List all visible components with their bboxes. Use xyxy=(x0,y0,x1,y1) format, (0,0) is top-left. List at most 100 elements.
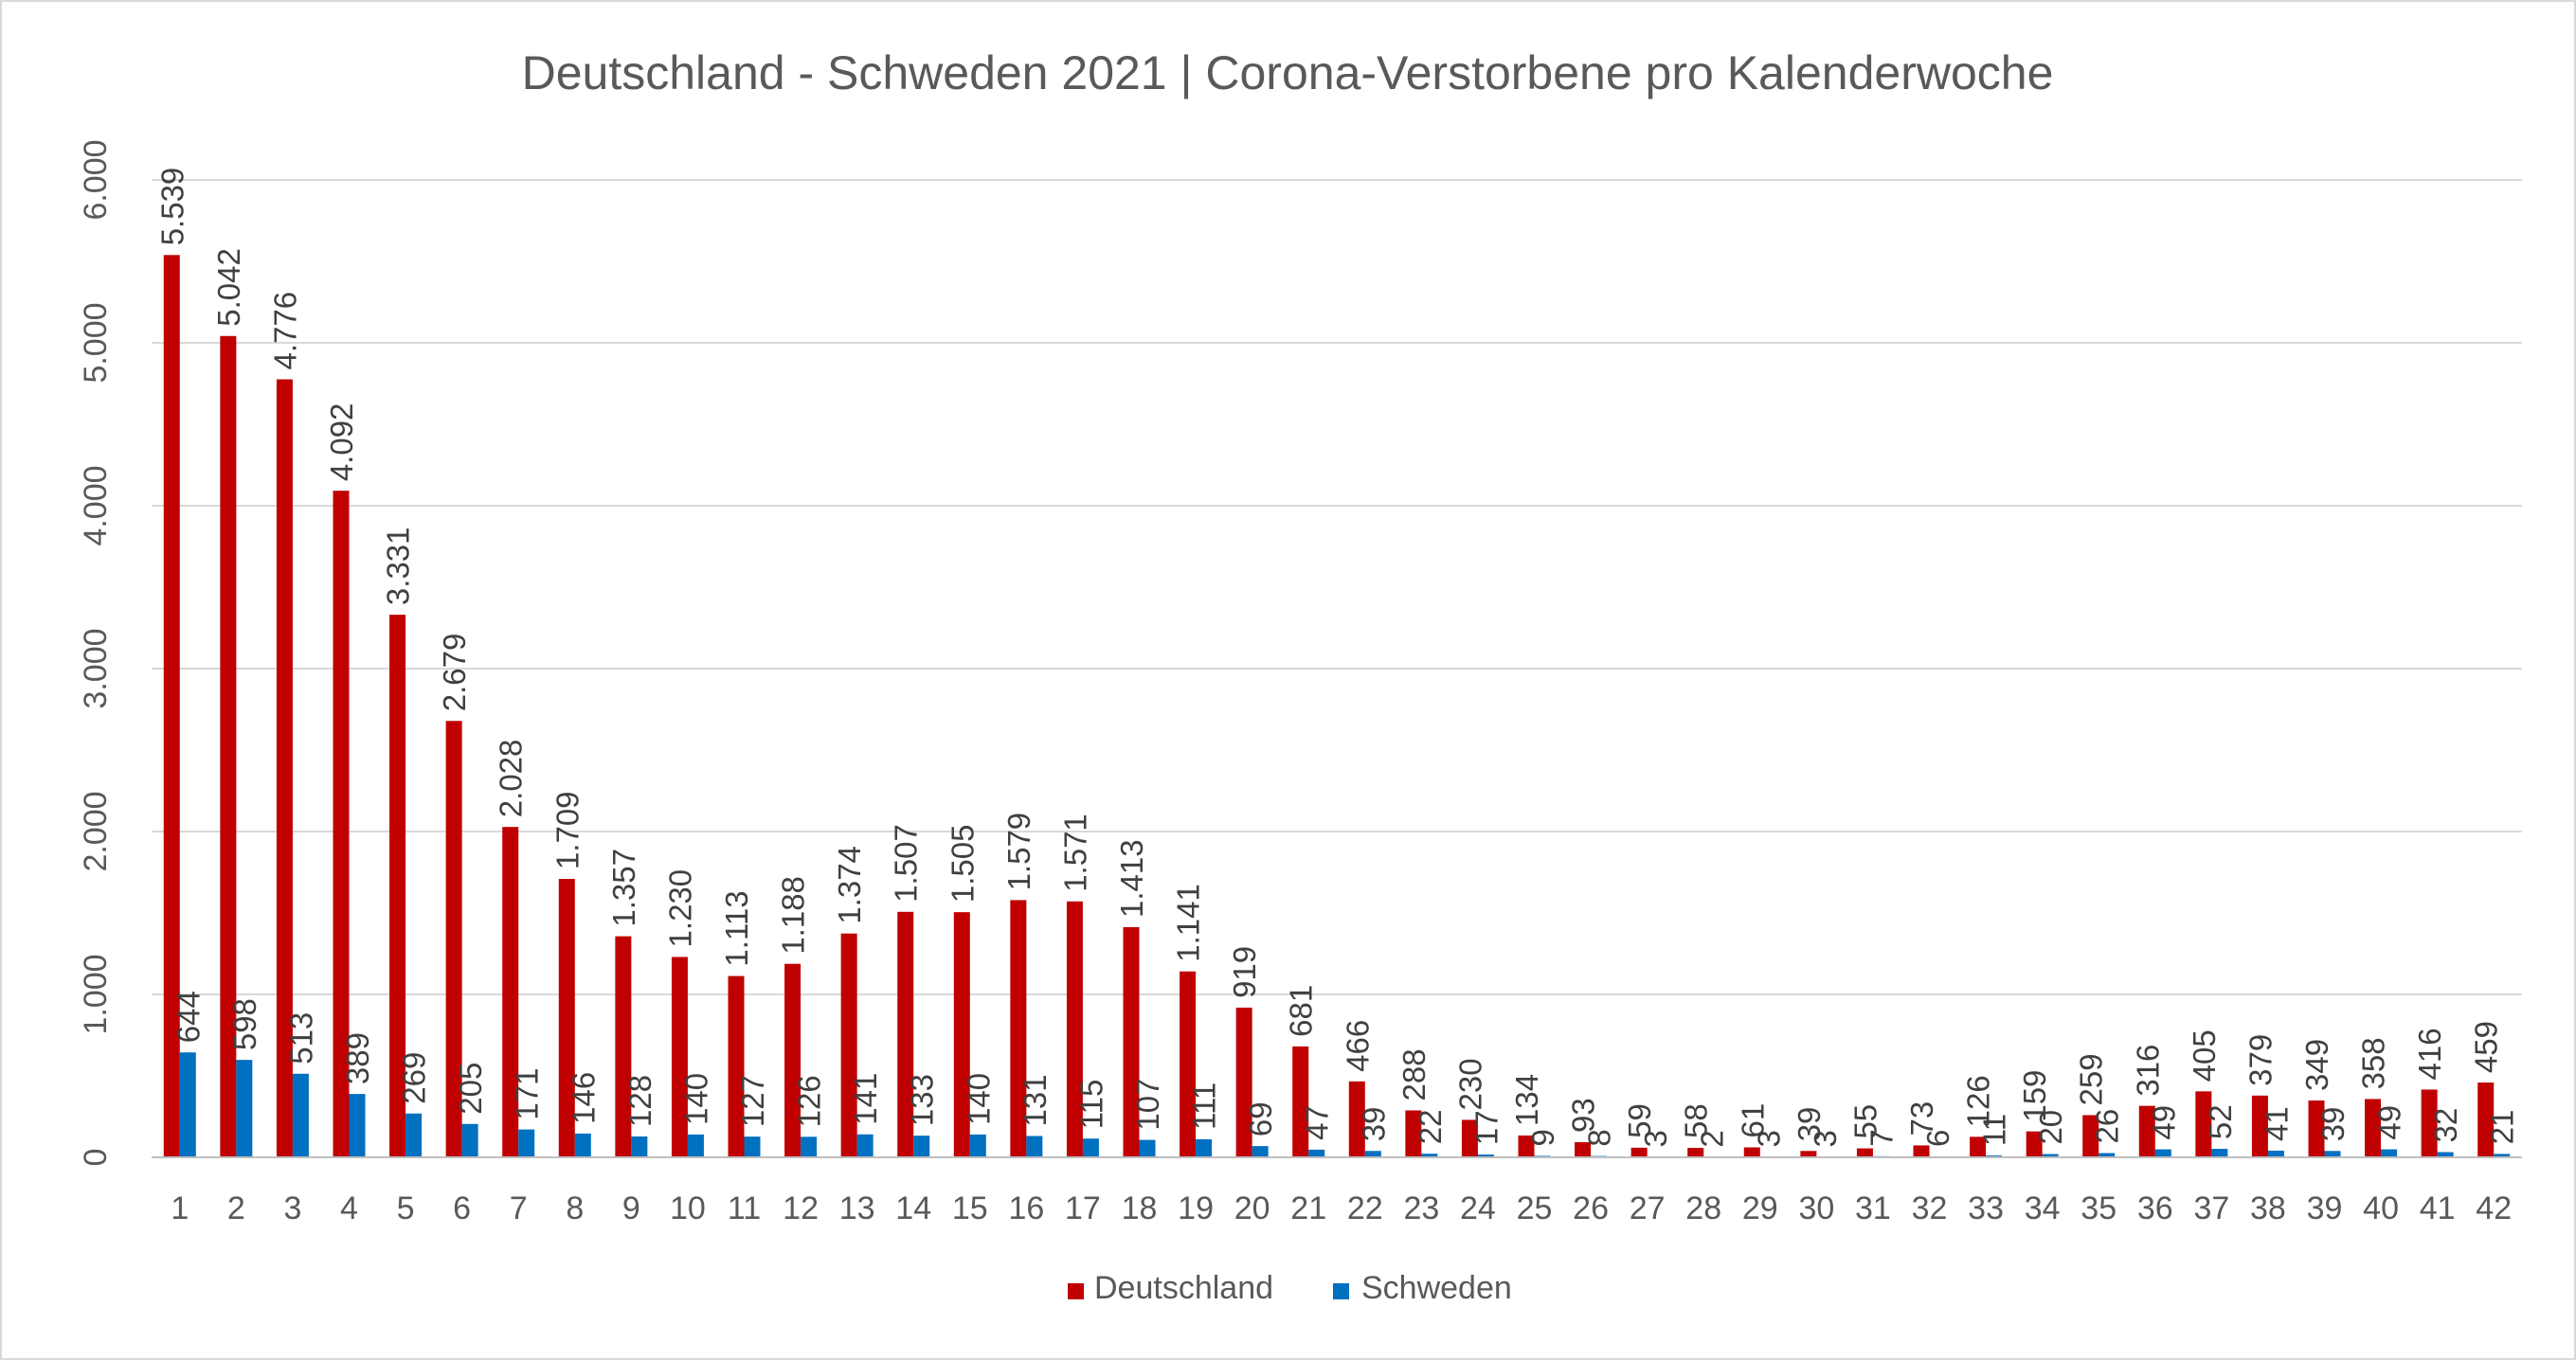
bar-schweden xyxy=(574,1133,591,1157)
bar-deutschland xyxy=(728,975,745,1157)
bar-deutschland xyxy=(558,879,575,1157)
bar-deutschland xyxy=(502,827,519,1157)
x-tick-label: 28 xyxy=(1685,1190,1721,1226)
bar-deutschland xyxy=(2251,1095,2268,1157)
data-label-deutschland: 1.357 xyxy=(606,849,641,927)
chart-title: Deutschland - Schweden 2021 | Corona-Ver… xyxy=(522,46,2054,99)
data-label-deutschland: 4.092 xyxy=(324,403,359,482)
x-tick-label: 13 xyxy=(839,1190,875,1226)
x-tick-label: 20 xyxy=(1234,1190,1270,1226)
data-label-deutschland: 230 xyxy=(1452,1058,1487,1110)
data-label-schweden: 39 xyxy=(2315,1107,2351,1142)
x-tick-label: 26 xyxy=(1573,1190,1609,1226)
x-tick-label: 37 xyxy=(2193,1190,2229,1226)
y-axis-ticks: 0 1.000 2.000 3.000 4.000 5.000 6.000 xyxy=(78,139,114,1166)
data-label-schweden: 41 xyxy=(2259,1106,2294,1141)
gridlines xyxy=(152,179,2522,995)
bar-deutschland xyxy=(333,491,350,1157)
bar-deutschland xyxy=(1856,1148,1873,1157)
bar-schweden xyxy=(2042,1154,2059,1157)
bar-deutschland xyxy=(1461,1119,1478,1157)
data-label-deutschland: 39 xyxy=(1792,1107,1827,1142)
bar-schweden xyxy=(1252,1146,1269,1157)
data-label-schweden: 7 xyxy=(1864,1129,1899,1146)
x-tick-label: 33 xyxy=(1968,1190,2004,1226)
x-tick-label: 5 xyxy=(397,1190,415,1226)
data-label-schweden: 171 xyxy=(510,1068,545,1120)
x-tick-label: 27 xyxy=(1630,1190,1666,1226)
bar-deutschland xyxy=(1743,1147,1760,1157)
bar-deutschland xyxy=(1800,1151,1817,1157)
data-label-deutschland: 58 xyxy=(1679,1103,1714,1138)
legend-label-schweden: Schweden xyxy=(1361,1270,1512,1306)
x-tick-label: 40 xyxy=(2363,1190,2399,1226)
data-label-deutschland: 1.505 xyxy=(945,825,980,904)
y-tick-label: 6.000 xyxy=(78,139,114,220)
data-labels: 5.5396445.0425984.7765134.0923893.331269… xyxy=(154,168,2519,1148)
x-tick-label: 15 xyxy=(952,1190,988,1226)
bar-schweden xyxy=(2324,1151,2341,1157)
bar-deutschland xyxy=(1518,1135,1535,1157)
bar-deutschland xyxy=(897,911,914,1157)
data-label-schweden: 11 xyxy=(1977,1114,2012,1146)
data-label-deutschland: 1.579 xyxy=(1001,813,1036,891)
data-label-schweden: 131 xyxy=(1018,1074,1053,1126)
data-label-schweden: 513 xyxy=(283,1012,318,1065)
data-label-deutschland: 73 xyxy=(1904,1101,1939,1136)
bar-deutschland xyxy=(953,912,970,1157)
data-label-schweden: 26 xyxy=(2090,1109,2125,1144)
bar-schweden xyxy=(405,1113,423,1157)
legend-swatch-schweden xyxy=(1333,1283,1349,1299)
data-label-schweden: 598 xyxy=(227,998,262,1050)
data-label-schweden: 107 xyxy=(1130,1079,1165,1131)
bar-schweden xyxy=(1196,1138,1213,1157)
data-label-schweden: 146 xyxy=(566,1072,601,1124)
bar-schweden xyxy=(349,1094,366,1157)
x-tick-label: 39 xyxy=(2307,1190,2343,1226)
bar-schweden xyxy=(856,1134,874,1157)
data-label-schweden: 3 xyxy=(1751,1130,1786,1147)
data-label-deutschland: 259 xyxy=(2074,1053,2109,1105)
data-label-deutschland: 1.413 xyxy=(1114,839,1149,918)
data-label-schweden: 49 xyxy=(2372,1105,2407,1140)
bar-deutschland xyxy=(1575,1142,1592,1157)
y-tick-label: 4.000 xyxy=(78,465,114,546)
bar-schweden xyxy=(1308,1149,1325,1157)
bar-schweden xyxy=(2099,1153,2116,1157)
data-label-schweden: 32 xyxy=(2428,1108,2463,1143)
bar-deutschland xyxy=(1066,901,1083,1157)
bar-deutschland xyxy=(1405,1110,1422,1157)
data-label-schweden: 20 xyxy=(2033,1110,2068,1145)
bar-deutschland xyxy=(2195,1091,2212,1157)
data-label-deutschland: 1.113 xyxy=(719,890,754,966)
data-label-schweden: 2 xyxy=(1695,1130,1730,1147)
bar-deutschland xyxy=(1123,926,1140,1157)
x-tick-label: 41 xyxy=(2420,1190,2456,1226)
data-label-schweden: 17 xyxy=(1468,1110,1504,1145)
bar-deutschland xyxy=(1235,1007,1252,1157)
x-tick-label: 14 xyxy=(895,1190,931,1226)
data-label-deutschland: 681 xyxy=(1284,985,1319,1037)
data-label-deutschland: 349 xyxy=(2299,1039,2334,1091)
data-label-deutschland: 3.331 xyxy=(381,527,416,605)
data-label-schweden: 6 xyxy=(1920,1130,1955,1147)
bar-schweden xyxy=(461,1123,478,1157)
bar-schweden xyxy=(2154,1149,2171,1157)
legend-label-deutschland: Deutschland xyxy=(1094,1270,1273,1306)
data-label-deutschland: 5.042 xyxy=(211,248,246,327)
data-label-schweden: 205 xyxy=(453,1063,488,1115)
bar-schweden xyxy=(969,1134,986,1157)
data-label-deutschland: 919 xyxy=(1227,946,1262,998)
bar-schweden xyxy=(1421,1154,1438,1157)
bar-schweden xyxy=(2267,1150,2284,1157)
bar-deutschland xyxy=(1348,1081,1365,1157)
y-tick-label: 5.000 xyxy=(78,302,114,383)
bar-deutschland xyxy=(1970,1136,1987,1157)
x-tick-label: 19 xyxy=(1178,1190,1214,1226)
data-label-schweden: 9 xyxy=(1525,1129,1560,1146)
data-label-deutschland: 416 xyxy=(2412,1028,2447,1080)
y-tick-label: 0 xyxy=(78,1149,114,1167)
x-tick-label: 4 xyxy=(340,1190,358,1226)
legend-swatch-deutschland xyxy=(1068,1283,1084,1299)
